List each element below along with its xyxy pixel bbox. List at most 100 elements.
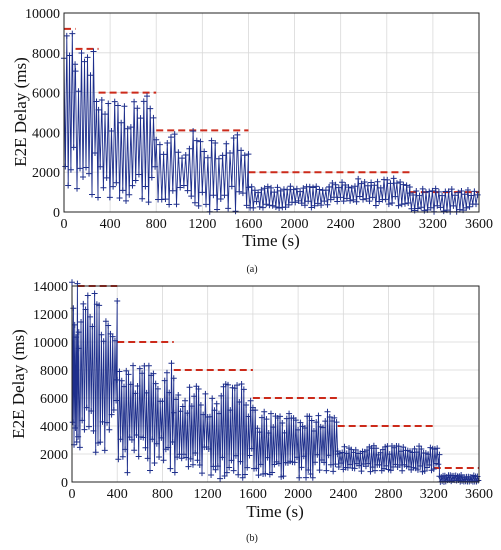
delay-point [285, 201, 292, 208]
delay-point [321, 198, 328, 205]
delay-point [219, 152, 226, 159]
delay-point [280, 186, 287, 193]
delay-point [135, 453, 142, 460]
delay-point [305, 467, 312, 474]
x-axis-label-b: Time (s) [246, 502, 303, 521]
delay-point [360, 196, 367, 203]
delay-series-a [61, 30, 481, 215]
delay-point [226, 464, 233, 471]
delay-point [251, 187, 258, 194]
delay-point [110, 406, 117, 413]
delay-point [127, 381, 134, 388]
delay-point [283, 415, 290, 422]
delay-point [219, 454, 226, 461]
delay-point [74, 185, 81, 192]
delay-point [169, 438, 176, 445]
delay-point [434, 202, 441, 209]
delay-point [71, 321, 78, 328]
delay-point [228, 457, 235, 464]
delay-point [297, 419, 304, 426]
delay-point [298, 464, 305, 471]
delay-point [262, 470, 269, 477]
delay-point [310, 427, 317, 434]
delay-point [101, 447, 108, 454]
delay-point [280, 473, 287, 480]
delay-point [115, 456, 122, 463]
delay-point [384, 176, 391, 183]
delay-point [83, 164, 90, 171]
delay-point [255, 189, 262, 196]
delay-point [111, 98, 118, 105]
delay-point [367, 468, 374, 475]
delay-point [430, 466, 437, 473]
delay-point [79, 417, 86, 424]
delay-point [310, 184, 316, 191]
delay-point [414, 205, 421, 212]
delay-point [256, 429, 263, 436]
delay-point [148, 174, 155, 181]
delay-point [235, 471, 242, 478]
delay-point [471, 188, 478, 195]
delay-point [150, 370, 157, 377]
delay-point [363, 195, 370, 202]
x-tick-label: 3200 [420, 487, 448, 502]
delay-point [371, 467, 378, 474]
delay-point [372, 202, 379, 209]
delay-point [393, 180, 400, 187]
delay-point [239, 474, 246, 481]
delay-point [125, 371, 132, 378]
delay-point [341, 443, 348, 450]
delay-point [96, 302, 103, 309]
delay-point [347, 461, 354, 468]
delay-point [333, 419, 340, 426]
delay-point [208, 471, 215, 478]
delay-point [116, 368, 123, 375]
y-tick-label: 2000 [40, 448, 68, 463]
delay-point [142, 183, 149, 190]
delay-point [342, 182, 349, 189]
delay-point [241, 152, 248, 159]
delay-point [63, 32, 70, 39]
x-tick-label: 0 [61, 217, 68, 232]
delay-point [230, 134, 237, 141]
delay-point [100, 184, 107, 191]
delay-point [76, 444, 83, 451]
delay-point [261, 185, 268, 192]
delay-point [114, 376, 121, 383]
delay-point [326, 183, 333, 190]
delay-point [187, 455, 194, 462]
delay-point [421, 468, 428, 475]
delay-point [169, 187, 176, 194]
delay-point [319, 424, 326, 431]
delay-point [210, 192, 217, 199]
delay-point [292, 199, 299, 206]
y-tick-labels-b: 0 2000 4000 6000 8000 10000 12000 14000 [33, 280, 68, 491]
delay-point [316, 467, 323, 474]
delay-point [358, 180, 365, 187]
y-axis-label-b: E2E Delay (ms) [9, 329, 28, 439]
y-tick-label: 4000 [32, 126, 60, 141]
delay-point [81, 58, 88, 65]
delay-point [248, 183, 255, 190]
delay-point [153, 136, 160, 143]
delay-point [78, 49, 85, 56]
delay-point [458, 188, 465, 195]
x-tick-label: 3600 [465, 217, 493, 232]
delay-point [186, 384, 193, 391]
delay-point [65, 182, 72, 189]
delay-point [351, 183, 358, 190]
delay-point [136, 365, 143, 372]
delay-point [194, 457, 201, 464]
delay-point [191, 393, 198, 400]
delay-point [408, 205, 415, 212]
x-tick-label: 800 [146, 217, 167, 232]
delay-point [78, 318, 85, 325]
delay-point [191, 199, 198, 206]
delay-point [238, 147, 245, 154]
delay-point [369, 194, 376, 201]
x-tick-labels-b: 0 400 800 1200 1600 2000 2400 2800 3200 3600 [69, 487, 494, 502]
delay-point [364, 182, 371, 189]
delay-point [313, 183, 320, 190]
delay-point [243, 401, 250, 408]
delay-point [293, 185, 300, 192]
